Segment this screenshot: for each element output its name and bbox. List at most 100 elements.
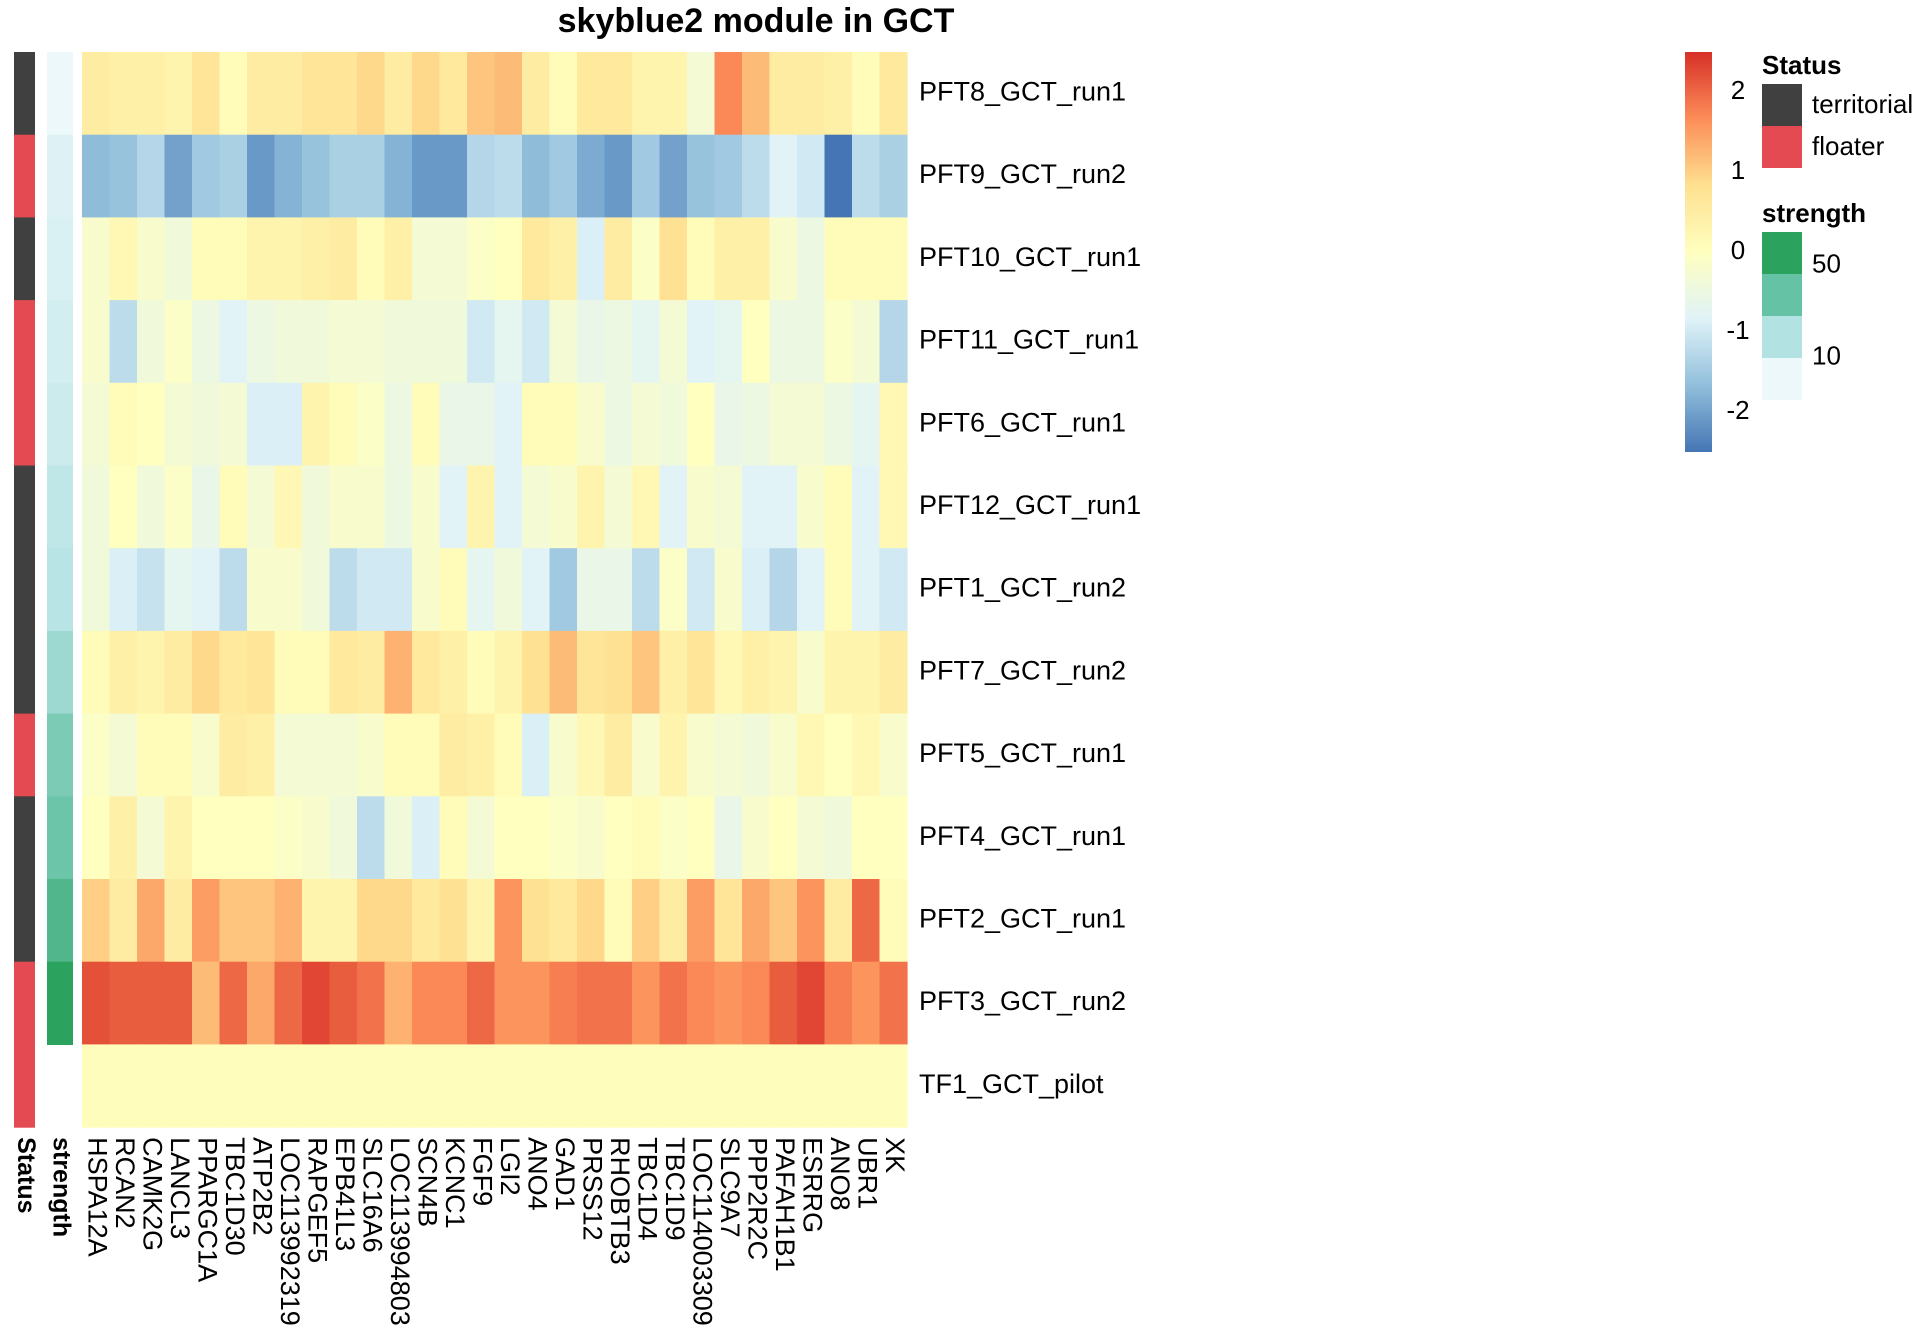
heatmap-cell xyxy=(769,879,798,963)
heatmap-cell xyxy=(659,217,688,301)
heatmap-cell xyxy=(302,134,331,218)
heatmap-cell xyxy=(824,548,853,632)
heatmap-cell xyxy=(797,300,826,384)
heatmap-cell xyxy=(824,300,853,384)
heatmap-cell xyxy=(659,713,688,797)
heatmap-cell xyxy=(852,879,881,963)
column-label: LOC113994803 xyxy=(385,1137,415,1326)
heatmap-cell xyxy=(797,879,826,963)
heatmap-cell xyxy=(797,548,826,632)
heatmap-cell xyxy=(329,134,358,218)
heatmap-cell xyxy=(109,548,138,632)
heatmap-cell xyxy=(879,134,908,218)
heatmap-cell xyxy=(769,961,798,1045)
heatmap-cell xyxy=(439,134,468,218)
column-label: PRSS12 xyxy=(578,1137,608,1241)
heatmap-cell xyxy=(632,796,661,880)
heatmap-cell xyxy=(769,548,798,632)
heatmap-cell xyxy=(604,630,633,715)
heatmap-cell xyxy=(82,300,111,384)
heatmap-cell xyxy=(604,382,633,467)
heatmap-cell xyxy=(659,796,688,880)
heatmap-cell xyxy=(357,217,386,301)
heatmap-cell xyxy=(137,217,166,301)
column-label: LGI2 xyxy=(495,1137,525,1196)
chart-title: skyblue2 module in GCT xyxy=(558,2,955,40)
column-label: CAMK2G xyxy=(138,1137,168,1251)
heatmap-cell xyxy=(412,52,441,136)
heatmap-cell xyxy=(494,300,523,384)
status-cell xyxy=(14,961,35,1045)
status-cell xyxy=(14,713,35,797)
heatmap-cell xyxy=(302,961,331,1045)
strength-legend-tick: 50 xyxy=(1812,248,1841,278)
heatmap-cell xyxy=(274,217,303,301)
heatmap-cell xyxy=(329,961,358,1045)
heatmap-cell xyxy=(659,630,688,715)
heatmap-cell xyxy=(742,630,771,715)
heatmap-cell xyxy=(357,630,386,715)
heatmap-cell xyxy=(137,796,166,880)
heatmap-cell xyxy=(604,300,633,384)
heatmap-cell xyxy=(742,465,771,549)
heatmap-cell xyxy=(467,961,496,1045)
heatmap-cell xyxy=(494,217,523,301)
heatmap-cell xyxy=(164,796,193,880)
heatmap-cell xyxy=(632,1044,661,1128)
heatmap-cell xyxy=(109,796,138,880)
heatmap-cell xyxy=(714,465,743,549)
strength-cell xyxy=(47,879,73,963)
heatmap-cell xyxy=(274,630,303,715)
heatmap-cell xyxy=(302,1044,331,1128)
heatmap-cell xyxy=(549,300,578,384)
heatmap-cell xyxy=(632,548,661,632)
heatmap-cell xyxy=(219,961,248,1045)
heatmap-cell xyxy=(109,134,138,218)
strength-annotation-label: strength xyxy=(47,1137,75,1237)
row-label: PFT8_GCT_run1 xyxy=(919,76,1126,106)
heatmap-cell xyxy=(412,1044,441,1128)
heatmap-cell xyxy=(797,961,826,1045)
heatmap-cell xyxy=(632,961,661,1045)
heatmap-cell xyxy=(164,1044,193,1128)
heatmap-cell xyxy=(714,713,743,797)
heatmap-cell xyxy=(879,713,908,797)
heatmap-cell xyxy=(494,465,523,549)
heatmap-cell xyxy=(522,713,551,797)
heatmap-cell xyxy=(577,382,606,467)
heatmap-cell xyxy=(137,548,166,632)
heatmap-cell xyxy=(797,465,826,549)
heatmap-cell xyxy=(219,52,248,136)
heatmap-cell xyxy=(467,382,496,467)
heatmap-cell xyxy=(714,879,743,963)
heatmap-cell xyxy=(852,217,881,301)
heatmap-cell xyxy=(687,52,716,136)
column-label: GAD1 xyxy=(550,1137,580,1211)
status-cell xyxy=(14,630,35,715)
heatmap-cell xyxy=(577,465,606,549)
column-label: ESRRG xyxy=(798,1137,828,1233)
heatmap-cell xyxy=(797,796,826,880)
heatmap-cell xyxy=(109,382,138,467)
heatmap-cell xyxy=(412,217,441,301)
heatmap-cell xyxy=(82,382,111,467)
heatmap-cell xyxy=(302,548,331,632)
heatmap-cell xyxy=(467,879,496,963)
heatmap-cell xyxy=(879,217,908,301)
heatmap-cell xyxy=(659,548,688,632)
status-cell xyxy=(14,382,35,467)
heatmap-cell xyxy=(164,217,193,301)
column-label: TBC1D30 xyxy=(220,1137,250,1256)
heatmap-cell xyxy=(137,879,166,963)
heatmap-cell xyxy=(164,465,193,549)
heatmap-cell xyxy=(247,300,276,384)
heatmap-cell xyxy=(467,548,496,632)
heatmap-cell xyxy=(522,217,551,301)
heatmap-cell xyxy=(604,879,633,963)
heatmap-cell xyxy=(879,1044,908,1128)
heatmap-cell xyxy=(384,796,413,880)
row-label: PFT6_GCT_run1 xyxy=(919,407,1126,437)
status-annotation-label: Status xyxy=(12,1137,40,1213)
heatmap-cell xyxy=(384,382,413,467)
